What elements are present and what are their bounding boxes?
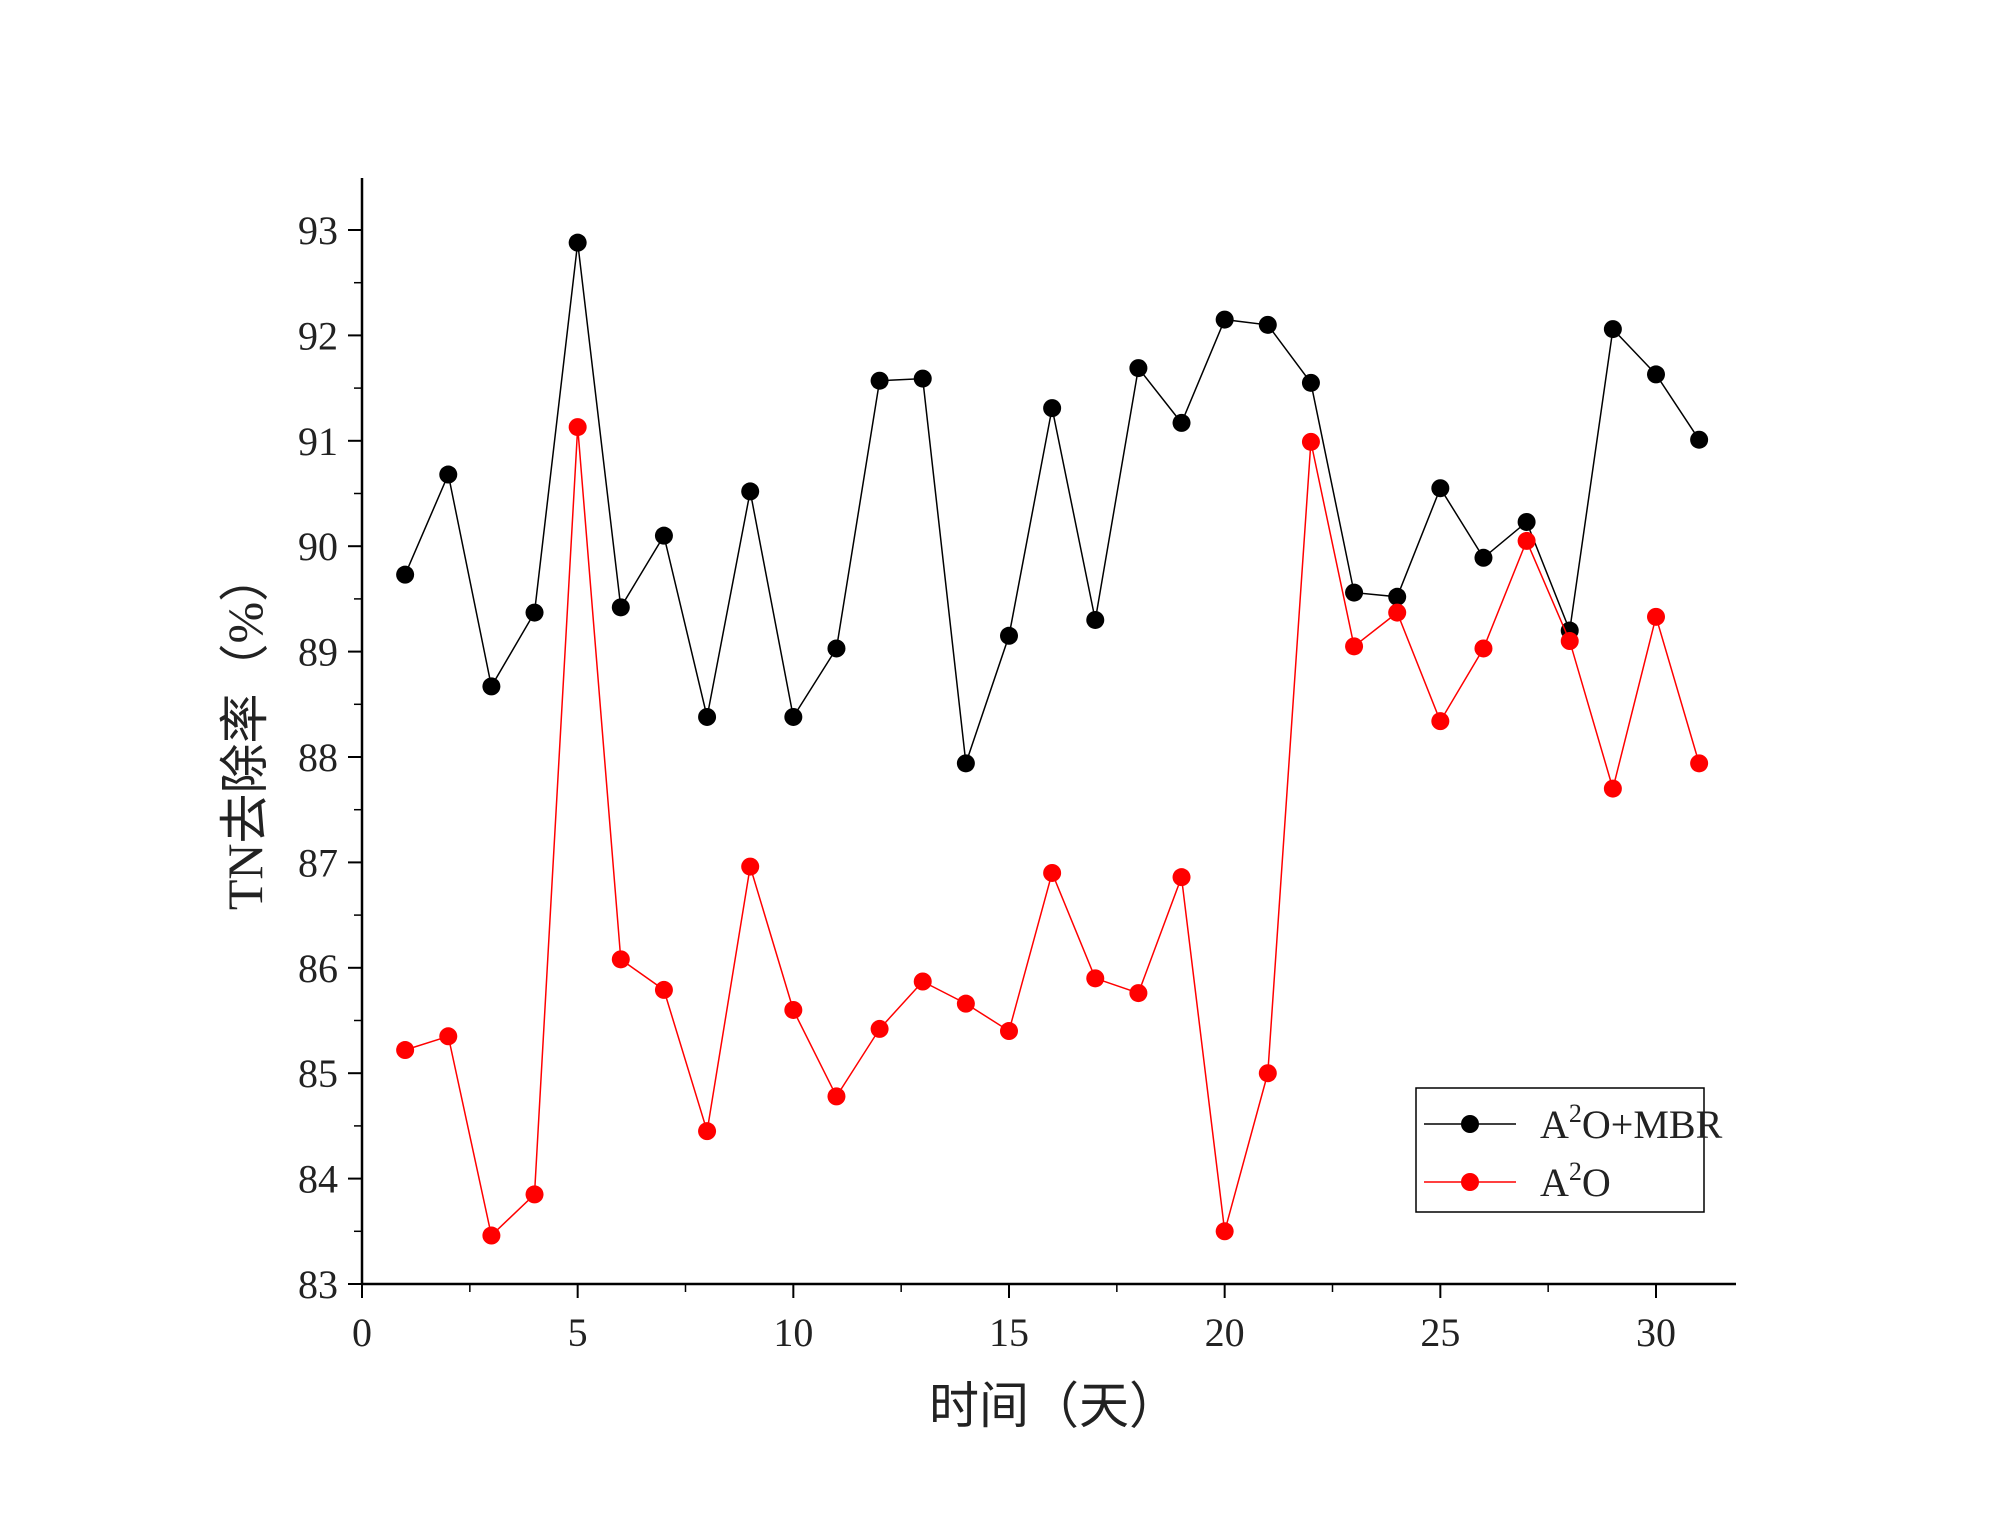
data-point [1129, 984, 1148, 1003]
y-axis-title: TN去除率（%） [217, 552, 273, 910]
data-point [1388, 587, 1407, 606]
data-point [396, 565, 415, 584]
data-point [1086, 610, 1105, 629]
data-point [1215, 1222, 1234, 1241]
data-point [1172, 868, 1191, 887]
legend-item: A2O [1424, 1157, 1611, 1205]
y-tick-label: 86 [298, 946, 338, 991]
data-point [1301, 432, 1320, 451]
data-point [1517, 512, 1536, 531]
data-point [1172, 413, 1191, 432]
data-point [827, 639, 846, 658]
data-point [1603, 779, 1622, 798]
y-tick-label: 83 [298, 1262, 338, 1307]
data-point [1474, 639, 1493, 658]
data-point [439, 465, 458, 484]
data-point [568, 233, 587, 252]
y-tick-label: 93 [298, 208, 338, 253]
y-tick-label: 89 [298, 630, 338, 675]
data-point [1431, 712, 1450, 731]
x-tick-label: 15 [989, 1310, 1029, 1355]
x-tick-label: 10 [773, 1310, 813, 1355]
data-point [1086, 969, 1105, 988]
data-point [784, 1000, 803, 1019]
data-point [698, 1122, 717, 1141]
data-point [482, 1226, 501, 1245]
data-point [956, 994, 975, 1013]
legend-items: A2O+MBR A2O [1424, 1099, 1723, 1205]
data-point [870, 1019, 889, 1038]
series-layer [396, 233, 1709, 1245]
legend-box [1415, 1087, 1705, 1213]
data-point [741, 482, 760, 501]
data-point [525, 603, 544, 622]
legend-marker [1461, 1173, 1479, 1191]
data-point [1647, 607, 1665, 626]
data-point [698, 707, 717, 726]
data-point [1647, 365, 1665, 384]
data-point [568, 418, 587, 437]
data-point [870, 371, 889, 390]
data-point [1690, 430, 1709, 449]
data-point [1043, 399, 1062, 418]
legend: A2O+MBR A2O [1415, 1087, 1723, 1213]
data-point [482, 677, 501, 696]
x-tick-label: 0 [352, 1310, 372, 1355]
data-point [784, 707, 803, 726]
data-point [741, 857, 760, 876]
data-point [1000, 626, 1018, 645]
data-point [654, 980, 673, 999]
data-point [1258, 1064, 1277, 1083]
y-tick-label: 87 [298, 840, 338, 885]
data-point [396, 1041, 415, 1060]
data-point [1690, 754, 1709, 773]
x-ticks: 0 5 10 15 20 25 30 [352, 1284, 1676, 1355]
x-tick-label: 20 [1205, 1310, 1245, 1355]
legend-label: A2O+MBR [1540, 1099, 1723, 1147]
legend-item: A2O+MBR [1424, 1099, 1723, 1147]
data-point [1603, 320, 1622, 339]
y-tick-label: 91 [298, 419, 338, 464]
y-ticks: 83 84 85 86 87 88 89 90 91 92 93 [298, 208, 362, 1307]
x-axis-title: 时间（天） [929, 1378, 1179, 1434]
y-tick-label: 92 [298, 313, 338, 358]
y-tick-label: 90 [298, 524, 338, 569]
data-point [525, 1185, 544, 1204]
data-point [1258, 315, 1277, 334]
data-point [439, 1027, 458, 1046]
data-point [913, 972, 932, 991]
x-tick-label: 25 [1420, 1310, 1460, 1355]
data-point [956, 754, 975, 773]
data-point [1474, 548, 1493, 567]
axes: 0 5 10 15 20 25 30 83 84 85 86 87 88 89 90 91 92 93 [298, 178, 1736, 1355]
data-point [913, 369, 932, 388]
data-point [1431, 479, 1450, 498]
legend-marker [1461, 1115, 1479, 1133]
data-point [1000, 1022, 1018, 1041]
series-a2o [396, 418, 1709, 1245]
data-point [1301, 373, 1320, 392]
data-point [1345, 637, 1364, 656]
data-point [1388, 603, 1407, 622]
data-point [827, 1087, 846, 1106]
data-point [654, 526, 673, 545]
data-point [611, 950, 630, 969]
data-point [1560, 632, 1579, 651]
data-point [1043, 863, 1062, 882]
data-point [1129, 359, 1148, 378]
data-point [611, 598, 630, 617]
y-tick-label: 84 [298, 1157, 338, 1202]
y-tick-label: 85 [298, 1051, 338, 1096]
legend-label: A2O [1540, 1157, 1611, 1205]
series-a2o-mbr [396, 233, 1709, 773]
x-tick-label: 5 [568, 1310, 588, 1355]
data-point [1345, 583, 1364, 602]
data-point [1215, 310, 1234, 329]
x-tick-label: 30 [1636, 1310, 1676, 1355]
data-point [1517, 531, 1536, 550]
y-tick-label: 88 [298, 735, 338, 780]
